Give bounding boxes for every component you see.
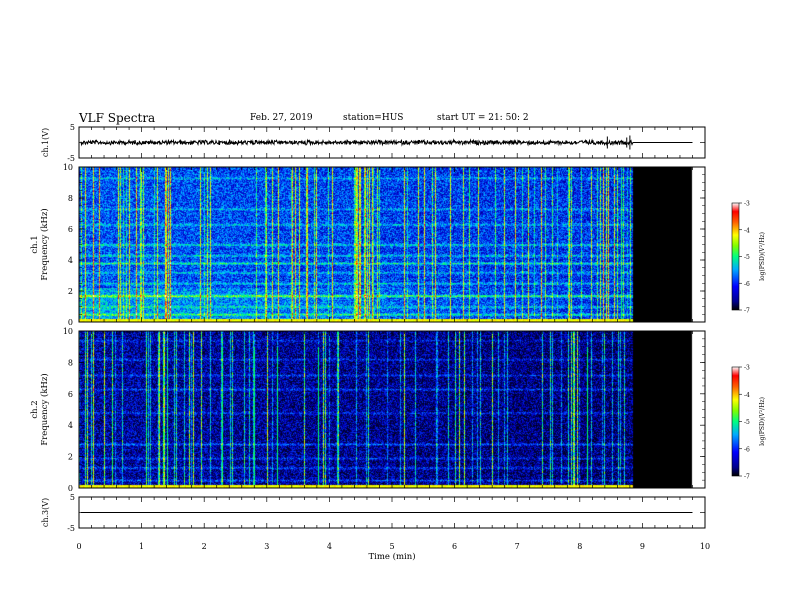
colorbar-tick-label: -3 xyxy=(744,365,750,372)
empty-region xyxy=(692,167,705,322)
y-tick-label: 0 xyxy=(68,484,73,493)
channel-label: ch.2 xyxy=(30,400,40,418)
x-tick-label: 5 xyxy=(389,542,394,551)
x-tick-label: 1 xyxy=(139,542,144,551)
y-axis-label: Frequency (kHz) xyxy=(39,208,50,280)
y-tick-label: 5 xyxy=(70,493,75,502)
x-tick-label: 0 xyxy=(76,542,81,551)
spectrogram-2 xyxy=(79,331,705,488)
colorbar-2 xyxy=(731,366,740,477)
y-tick-label: 4 xyxy=(68,421,73,430)
spectrogram-canvas-1 xyxy=(79,167,705,322)
y-axis-label: ch.3(V) xyxy=(41,498,50,527)
y-tick-label: 8 xyxy=(68,194,73,203)
figure-title: VLF Spectra xyxy=(79,111,156,125)
waveform-trace-0 xyxy=(80,138,693,147)
colorbar-tick-label: -6 xyxy=(744,446,750,453)
x-tick-label: 3 xyxy=(264,542,269,551)
colorbar-tick-label: -7 xyxy=(744,474,750,481)
y-tick-label: 10 xyxy=(63,327,73,336)
y-tick-label: 6 xyxy=(68,390,73,399)
y-tick-label: 2 xyxy=(68,453,73,462)
y-axis-label: ch.1(V) xyxy=(41,128,50,157)
y-tick-label: 8 xyxy=(68,358,73,367)
colorbar-tick-label: -4 xyxy=(744,392,750,399)
spectrogram-1 xyxy=(79,167,705,322)
colorbar-tick-label: -6 xyxy=(744,281,750,288)
empty-region xyxy=(692,331,705,488)
x-tick-label: 8 xyxy=(577,542,582,551)
y-tick-label: 4 xyxy=(68,256,73,265)
y-tick-label: 6 xyxy=(68,225,73,234)
channel-label: ch.1 xyxy=(30,235,40,253)
colorbar-label: log(PSD)(V²/Hz) xyxy=(759,397,766,446)
x-tick-label: 2 xyxy=(202,542,207,551)
colorbar-tick-label: -3 xyxy=(744,201,750,208)
y-tick-label: -5 xyxy=(67,524,75,533)
y-tick-label: 5 xyxy=(70,123,75,132)
x-tick-label: 4 xyxy=(327,542,332,551)
colorbar-tick-label: -5 xyxy=(744,254,750,261)
colorbar-tick-label: -7 xyxy=(744,308,750,315)
spectrogram-canvas-2 xyxy=(79,331,705,488)
colorbar-label: log(PSD)(V²/Hz) xyxy=(759,232,766,281)
x-tick-label: 6 xyxy=(452,542,457,551)
x-axis-label: Time (min) xyxy=(368,551,415,562)
station-label: station=HUS xyxy=(343,113,404,123)
x-tick-label: 7 xyxy=(515,542,520,551)
y-axis-label: Frequency (kHz) xyxy=(39,373,50,445)
x-tick-label: 10 xyxy=(700,542,710,551)
y-tick-label: -5 xyxy=(67,154,75,163)
y-tick-label: 10 xyxy=(63,163,73,172)
colorbar-tick-label: -4 xyxy=(744,227,750,234)
date-label: Feb. 27, 2019 xyxy=(250,113,313,123)
start-time-label: start UT = 21: 50: 2 xyxy=(437,113,529,123)
colorbar-1 xyxy=(731,202,740,311)
y-tick-label: 2 xyxy=(68,287,73,296)
y-tick-label: 0 xyxy=(68,318,73,327)
x-tick-label: 9 xyxy=(640,542,645,551)
colorbar-tick-label: -5 xyxy=(744,419,750,426)
